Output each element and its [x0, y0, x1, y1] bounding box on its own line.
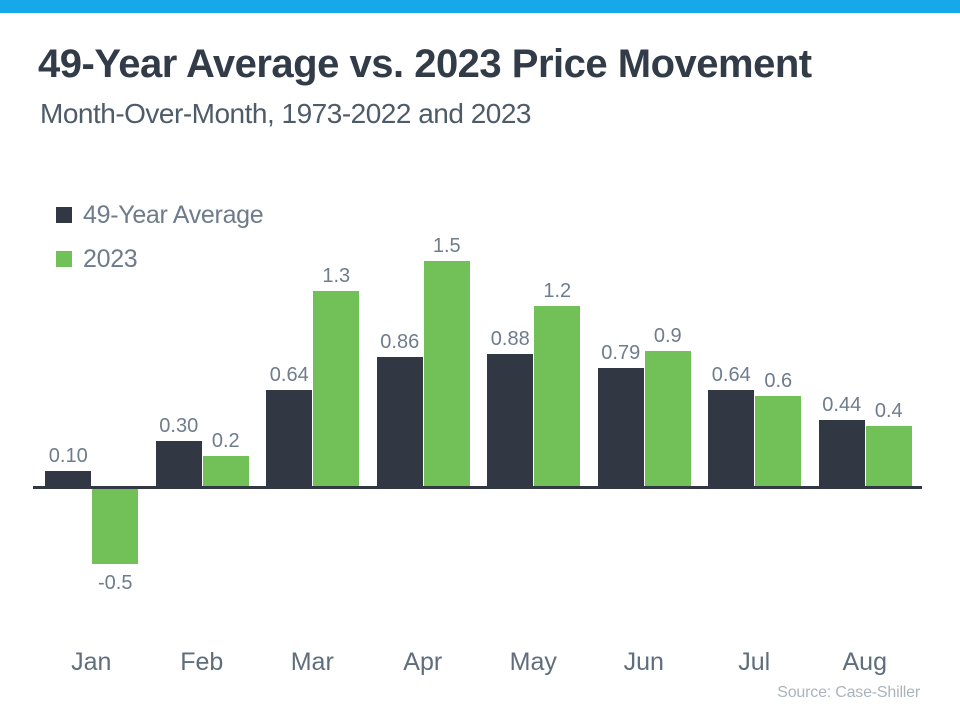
page-subtitle: Month-Over-Month, 1973-2022 and 2023 — [40, 98, 532, 129]
bar-2023-aug — [865, 426, 912, 486]
bar-avg-may — [487, 354, 534, 486]
bar-2023-jul — [755, 396, 802, 486]
bar-2023-jun — [644, 351, 691, 486]
value-label-avg-feb: 0.30 — [159, 415, 199, 437]
bar-avg-jul — [708, 390, 755, 486]
value-label-avg-aug: 0.44 — [822, 394, 862, 416]
month-label-mar: Mar — [290, 648, 334, 676]
bar-avg-apr — [376, 357, 423, 486]
value-label-2023-jul: 0.6 — [764, 370, 793, 392]
bar-avg-mar — [266, 390, 313, 486]
value-label-avg-apr: 0.86 — [380, 331, 420, 353]
value-label-avg-jul: 0.64 — [711, 364, 751, 386]
value-label-2023-jun: 0.9 — [653, 325, 682, 347]
legend-swatch-49-year-average-icon — [56, 207, 72, 223]
value-label-avg-mar: 0.64 — [269, 364, 309, 386]
value-label-2023-mar: 1.3 — [322, 265, 351, 287]
bar-avg-jun — [597, 367, 644, 486]
month-label-aug: Aug — [842, 648, 887, 676]
source-note: Source: Case-Shiller — [777, 684, 920, 701]
bar-2023-jan — [92, 489, 139, 564]
month-label-jul: Jul — [738, 648, 771, 676]
legend-label-49-year-average: 49-Year Average — [83, 200, 264, 229]
legend-item-2023: 2023 — [56, 242, 263, 276]
bar-2023-feb — [202, 456, 249, 486]
bar-chart: 0.10 -0.5 Jan 0.30 0.2 Feb 0.64 1.3 Mar 0.86 1.5 Ap… — [33, 235, 922, 696]
value-label-avg-jan: 0.10 — [48, 445, 88, 467]
month-label-jan: Jan — [71, 648, 112, 676]
value-label-avg-jun: 0.79 — [601, 341, 641, 364]
value-label-2023-may: 1.2 — [543, 280, 572, 302]
top-accent-bar — [0, 0, 960, 13]
bar-2023-may — [534, 306, 581, 486]
month-label-jun: Jun — [623, 648, 664, 676]
legend-item-49-year-average: 49-Year Average — [56, 198, 264, 232]
month-label-apr: Apr — [403, 648, 443, 676]
page-title: 49-Year Average vs. 2023 Price Movement — [38, 42, 812, 86]
chart-legend: 49-Year Average 2023 — [56, 198, 264, 286]
bar-2023-apr — [423, 261, 470, 486]
bar-avg-aug — [818, 420, 865, 486]
value-label-2023-aug: 0.4 — [874, 400, 903, 422]
bar-2023-mar — [313, 291, 360, 486]
value-label-2023-feb: 0.2 — [211, 430, 240, 452]
month-label-feb: Feb — [180, 648, 224, 676]
zero-axis-line — [33, 486, 922, 489]
value-label-2023-apr: 1.5 — [432, 235, 461, 257]
legend-swatch-2023-icon — [56, 251, 72, 267]
month-label-may: May — [509, 648, 557, 676]
legend-label-2023: 2023 — [83, 244, 138, 273]
value-label-2023-jan: -0.5 — [98, 572, 133, 594]
bar-avg-jan — [45, 471, 92, 486]
value-label-avg-may: 0.88 — [490, 328, 530, 350]
bar-avg-feb — [155, 441, 202, 486]
